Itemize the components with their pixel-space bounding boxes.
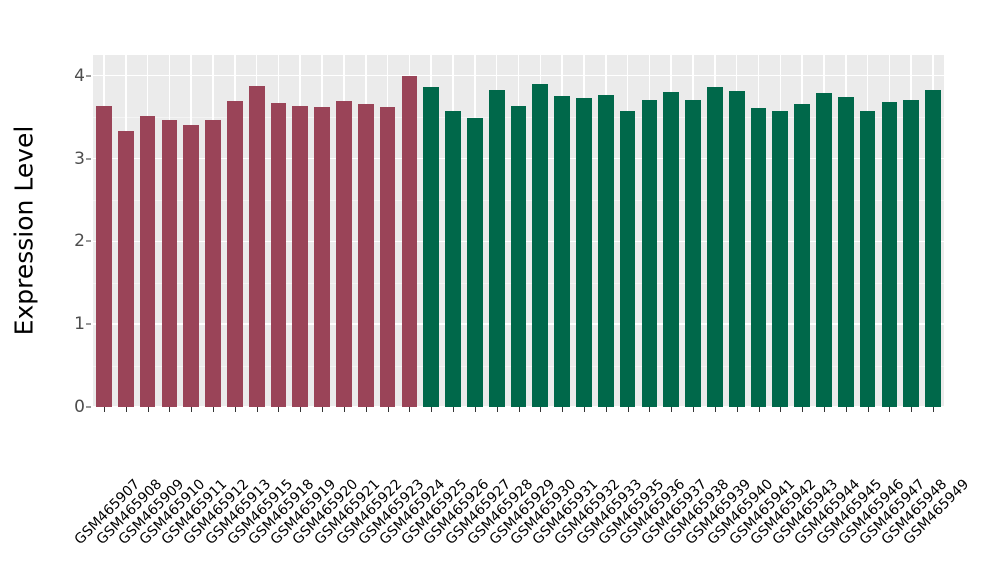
bar <box>750 108 767 407</box>
x-axis-tick-mark <box>845 407 847 412</box>
x-axis-tick-mark <box>213 407 214 412</box>
plot-panel <box>93 55 944 407</box>
x-axis-tick-mark <box>671 407 673 412</box>
bar <box>663 92 680 407</box>
x-axis-tick-mark <box>867 407 869 412</box>
y-axis: 0 1 2 3 4 <box>48 0 93 460</box>
x-axis-tick-mark <box>234 407 236 412</box>
y-axis-title: Expression Level <box>0 0 48 460</box>
bar <box>903 99 920 407</box>
bar <box>816 93 832 407</box>
x-axis-tick-mark <box>103 407 105 412</box>
bar <box>510 106 527 407</box>
x-axis-tick-mark <box>431 407 433 412</box>
bar <box>576 98 592 407</box>
x-axis-tick-mark <box>736 407 738 412</box>
y-axis-tick-label: 3 <box>74 148 85 169</box>
x-axis-tick-mark <box>780 407 782 412</box>
x-axis-tick-mark <box>169 407 171 412</box>
x-axis-tick-mark <box>387 407 389 412</box>
bar <box>467 117 483 407</box>
bar <box>619 111 636 407</box>
x-axis-tick-mark <box>714 407 716 412</box>
x-axis-tick-mark <box>802 407 804 412</box>
x-axis-tick-mark <box>365 407 367 412</box>
bar <box>139 116 156 407</box>
x-axis-tick-mark <box>453 407 455 412</box>
bar <box>554 96 570 407</box>
bar <box>881 102 898 407</box>
bar <box>205 119 221 407</box>
bar <box>445 110 461 407</box>
y-axis-title-label: Expression Level <box>9 125 39 335</box>
x-axis-tick-mark <box>474 407 476 412</box>
x-axis-tick-mark <box>518 407 520 412</box>
bar <box>357 103 374 407</box>
bar <box>96 105 112 407</box>
bar <box>532 84 549 407</box>
x-axis-tick-mark <box>191 407 193 412</box>
x-axis: GSM465907 GSM465908 GSM465909 GSM465910 GSM4… <box>72 407 972 580</box>
x-axis-tick-mark <box>627 407 629 412</box>
y-axis-tick-label: 1 <box>74 314 85 335</box>
x-axis-tick-mark <box>256 407 258 412</box>
bar <box>423 87 440 407</box>
y-axis-tick-label: 2 <box>74 231 85 252</box>
x-axis-tick-mark <box>125 407 127 412</box>
x-axis-tick-mark <box>693 407 695 412</box>
bar <box>641 99 658 407</box>
x-axis-tick-mark <box>933 407 935 412</box>
bar <box>728 90 745 407</box>
bar <box>314 107 330 407</box>
y-axis-tick-mark <box>86 323 91 325</box>
x-axis-tick-mark <box>322 407 324 412</box>
bar <box>379 107 396 407</box>
bar <box>161 119 178 407</box>
bars-layer <box>93 55 944 407</box>
bar <box>336 100 352 407</box>
bar <box>226 100 243 407</box>
x-axis-tick-mark <box>649 407 651 412</box>
x-axis-tick-mark <box>300 407 302 412</box>
y-axis-tick-mark <box>86 406 91 408</box>
bar <box>772 111 789 407</box>
bar <box>685 99 701 407</box>
bar <box>597 94 614 407</box>
bar <box>183 125 200 407</box>
bar <box>925 89 941 407</box>
bar <box>859 110 876 407</box>
y-axis-tick-mark <box>86 158 91 160</box>
bar <box>117 131 134 407</box>
x-axis-tick-mark <box>562 407 564 412</box>
x-axis-tick-mark <box>496 407 498 412</box>
x-axis-tick-mark <box>605 407 607 412</box>
x-axis-tick-mark <box>758 407 760 412</box>
x-axis-tick-mark <box>343 407 345 412</box>
bar <box>794 103 810 407</box>
x-axis-tick-mark <box>278 407 280 412</box>
x-axis-tick-mark <box>911 407 913 412</box>
x-axis-tick-mark <box>409 407 411 412</box>
bar <box>837 97 854 407</box>
y-axis-tick-label: 4 <box>74 65 85 86</box>
bar <box>270 103 287 407</box>
bar <box>248 85 265 407</box>
y-axis-tick-mark <box>86 240 91 242</box>
x-axis-tick-mark <box>823 407 825 412</box>
x-axis-tick-mark <box>889 407 891 412</box>
bar <box>488 89 505 407</box>
bar <box>707 87 723 407</box>
x-axis-tick-mark <box>583 407 585 412</box>
y-axis-tick-mark <box>86 75 91 77</box>
x-axis-tick-mark <box>147 407 149 412</box>
bar <box>292 105 309 407</box>
bar <box>401 75 418 407</box>
y-axis-tick-label: 0 <box>74 397 85 417</box>
x-axis-tick-mark <box>540 407 542 412</box>
